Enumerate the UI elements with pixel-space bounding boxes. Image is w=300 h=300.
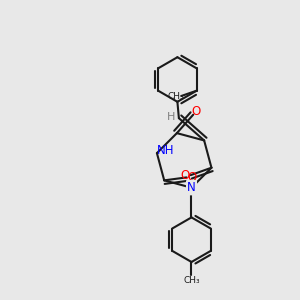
Text: CH₃: CH₃ — [183, 276, 200, 285]
Text: N: N — [187, 181, 196, 194]
Text: O: O — [187, 171, 196, 184]
Text: O: O — [192, 105, 201, 118]
Text: H: H — [167, 112, 175, 122]
Text: O: O — [181, 169, 190, 182]
Text: NH: NH — [157, 144, 174, 157]
Text: CH₃: CH₃ — [168, 92, 184, 100]
